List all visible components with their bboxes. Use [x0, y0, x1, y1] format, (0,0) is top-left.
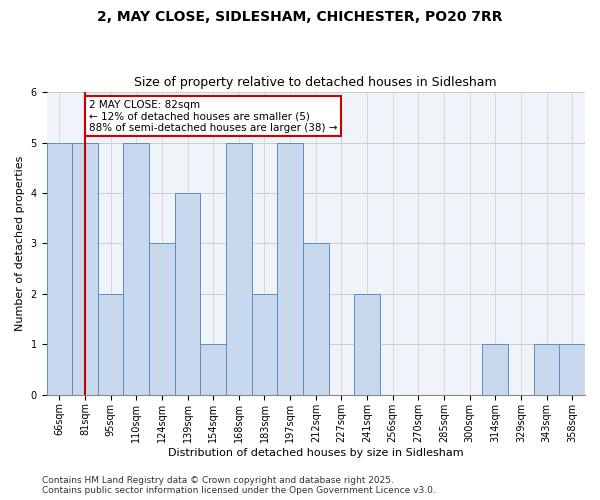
Bar — [534, 344, 559, 395]
Bar — [200, 344, 226, 395]
Bar — [251, 294, 277, 395]
Bar — [559, 344, 585, 395]
X-axis label: Distribution of detached houses by size in Sidlesham: Distribution of detached houses by size … — [168, 448, 464, 458]
Bar — [98, 294, 124, 395]
Bar — [47, 142, 72, 395]
Bar — [175, 193, 200, 395]
Bar — [277, 142, 303, 395]
Title: Size of property relative to detached houses in Sidlesham: Size of property relative to detached ho… — [134, 76, 497, 90]
Bar — [482, 344, 508, 395]
Text: Contains HM Land Registry data © Crown copyright and database right 2025.
Contai: Contains HM Land Registry data © Crown c… — [42, 476, 436, 495]
Bar — [303, 244, 329, 395]
Bar — [72, 142, 98, 395]
Bar — [354, 294, 380, 395]
Bar — [149, 244, 175, 395]
Text: 2 MAY CLOSE: 82sqm
← 12% of detached houses are smaller (5)
88% of semi-detached: 2 MAY CLOSE: 82sqm ← 12% of detached hou… — [89, 100, 337, 133]
Y-axis label: Number of detached properties: Number of detached properties — [15, 156, 25, 331]
Bar — [226, 142, 251, 395]
Bar — [124, 142, 149, 395]
Text: 2, MAY CLOSE, SIDLESHAM, CHICHESTER, PO20 7RR: 2, MAY CLOSE, SIDLESHAM, CHICHESTER, PO2… — [97, 10, 503, 24]
